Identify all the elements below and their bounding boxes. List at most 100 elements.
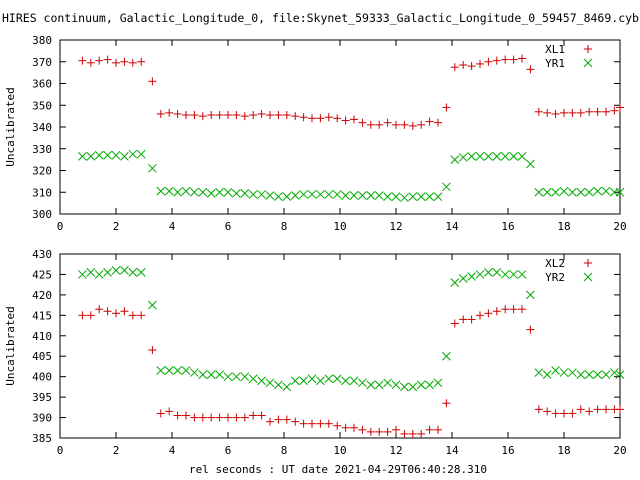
data-point [568,368,577,377]
data-point [576,370,586,379]
data-point [136,268,146,277]
data-point [215,111,224,120]
data-point [434,118,442,127]
data-point [173,411,182,420]
data-point [584,370,594,379]
data-point [425,425,434,434]
data-point [86,152,96,161]
data-point [111,150,121,160]
data-point [224,413,232,422]
data-point [148,163,157,173]
data-point [391,192,401,201]
x-tick-label: 2 [113,444,120,457]
data-point [400,193,409,203]
y-axis-label: Uncalibrated [4,306,17,385]
plot-frame [59,39,621,215]
data-point [120,152,129,161]
data-point [316,419,325,428]
data-point [559,186,569,196]
data-point [433,378,443,388]
data-point [518,54,526,63]
data-point [610,368,619,377]
data-point [282,415,291,424]
series-XL2 [78,305,624,438]
data-point [103,268,112,277]
data-point [86,311,95,320]
legend-marker [584,259,592,267]
data-point [358,118,367,127]
x-tick-label: 12 [389,444,402,457]
data-point [543,108,552,117]
data-point [467,152,476,161]
data-point [467,315,476,324]
data-point [484,152,493,161]
data-point [492,307,501,316]
data-point [467,272,476,281]
x-tick-label: 14 [445,220,459,233]
data-point [542,370,552,379]
data-point [156,186,166,196]
data-point [274,415,283,424]
data-point [232,111,241,120]
data-point [576,108,585,117]
data-point [207,413,216,422]
data-point [257,411,266,420]
data-point [391,380,401,390]
data-point [615,370,625,379]
y-tick-label: 340 [32,121,52,134]
data-point [408,429,417,438]
data-point [526,159,535,169]
data-point [299,190,308,199]
data-point [173,187,182,197]
data-point [78,152,87,161]
data-point [568,187,577,197]
data-point [408,382,418,392]
data-point [375,427,384,436]
legend-label: YR1 [545,57,565,70]
data-point [103,307,112,316]
data-point [560,409,568,418]
data-point [458,274,468,283]
data-point [615,187,625,197]
data-point [290,376,300,386]
data-point [324,190,334,199]
data-point [492,152,502,161]
plot-frame [59,253,621,439]
series-XL1 [78,54,624,130]
data-point [383,378,392,388]
y-axis-label: Uncalibrated [4,87,17,166]
x-tick-label: 12 [389,220,402,233]
data-point [358,191,367,200]
data-point [248,374,258,384]
data-point [475,270,485,279]
data-point [299,419,308,428]
data-point [148,77,157,86]
data-point [112,309,120,318]
data-point [223,372,233,382]
data-point [316,114,325,123]
data-point [517,270,527,279]
data-point [128,149,138,159]
data-point [585,107,594,116]
data-point [274,380,283,390]
data-point [215,370,224,379]
data-point [366,380,376,390]
data-point [416,192,426,201]
data-point [484,57,493,66]
data-point [333,421,342,430]
legend-label: XL2 [545,257,565,270]
data-point [450,319,459,328]
data-point [112,58,120,67]
data-point [249,111,258,120]
data-point [518,305,526,314]
data-point [290,191,300,200]
data-point [198,187,208,197]
data-point [593,107,602,116]
data-point [559,368,569,377]
data-point [374,380,384,390]
data-point [400,120,409,129]
x-tick-label: 8 [281,444,288,457]
x-tick-label: 6 [225,220,232,233]
data-point [173,109,182,118]
